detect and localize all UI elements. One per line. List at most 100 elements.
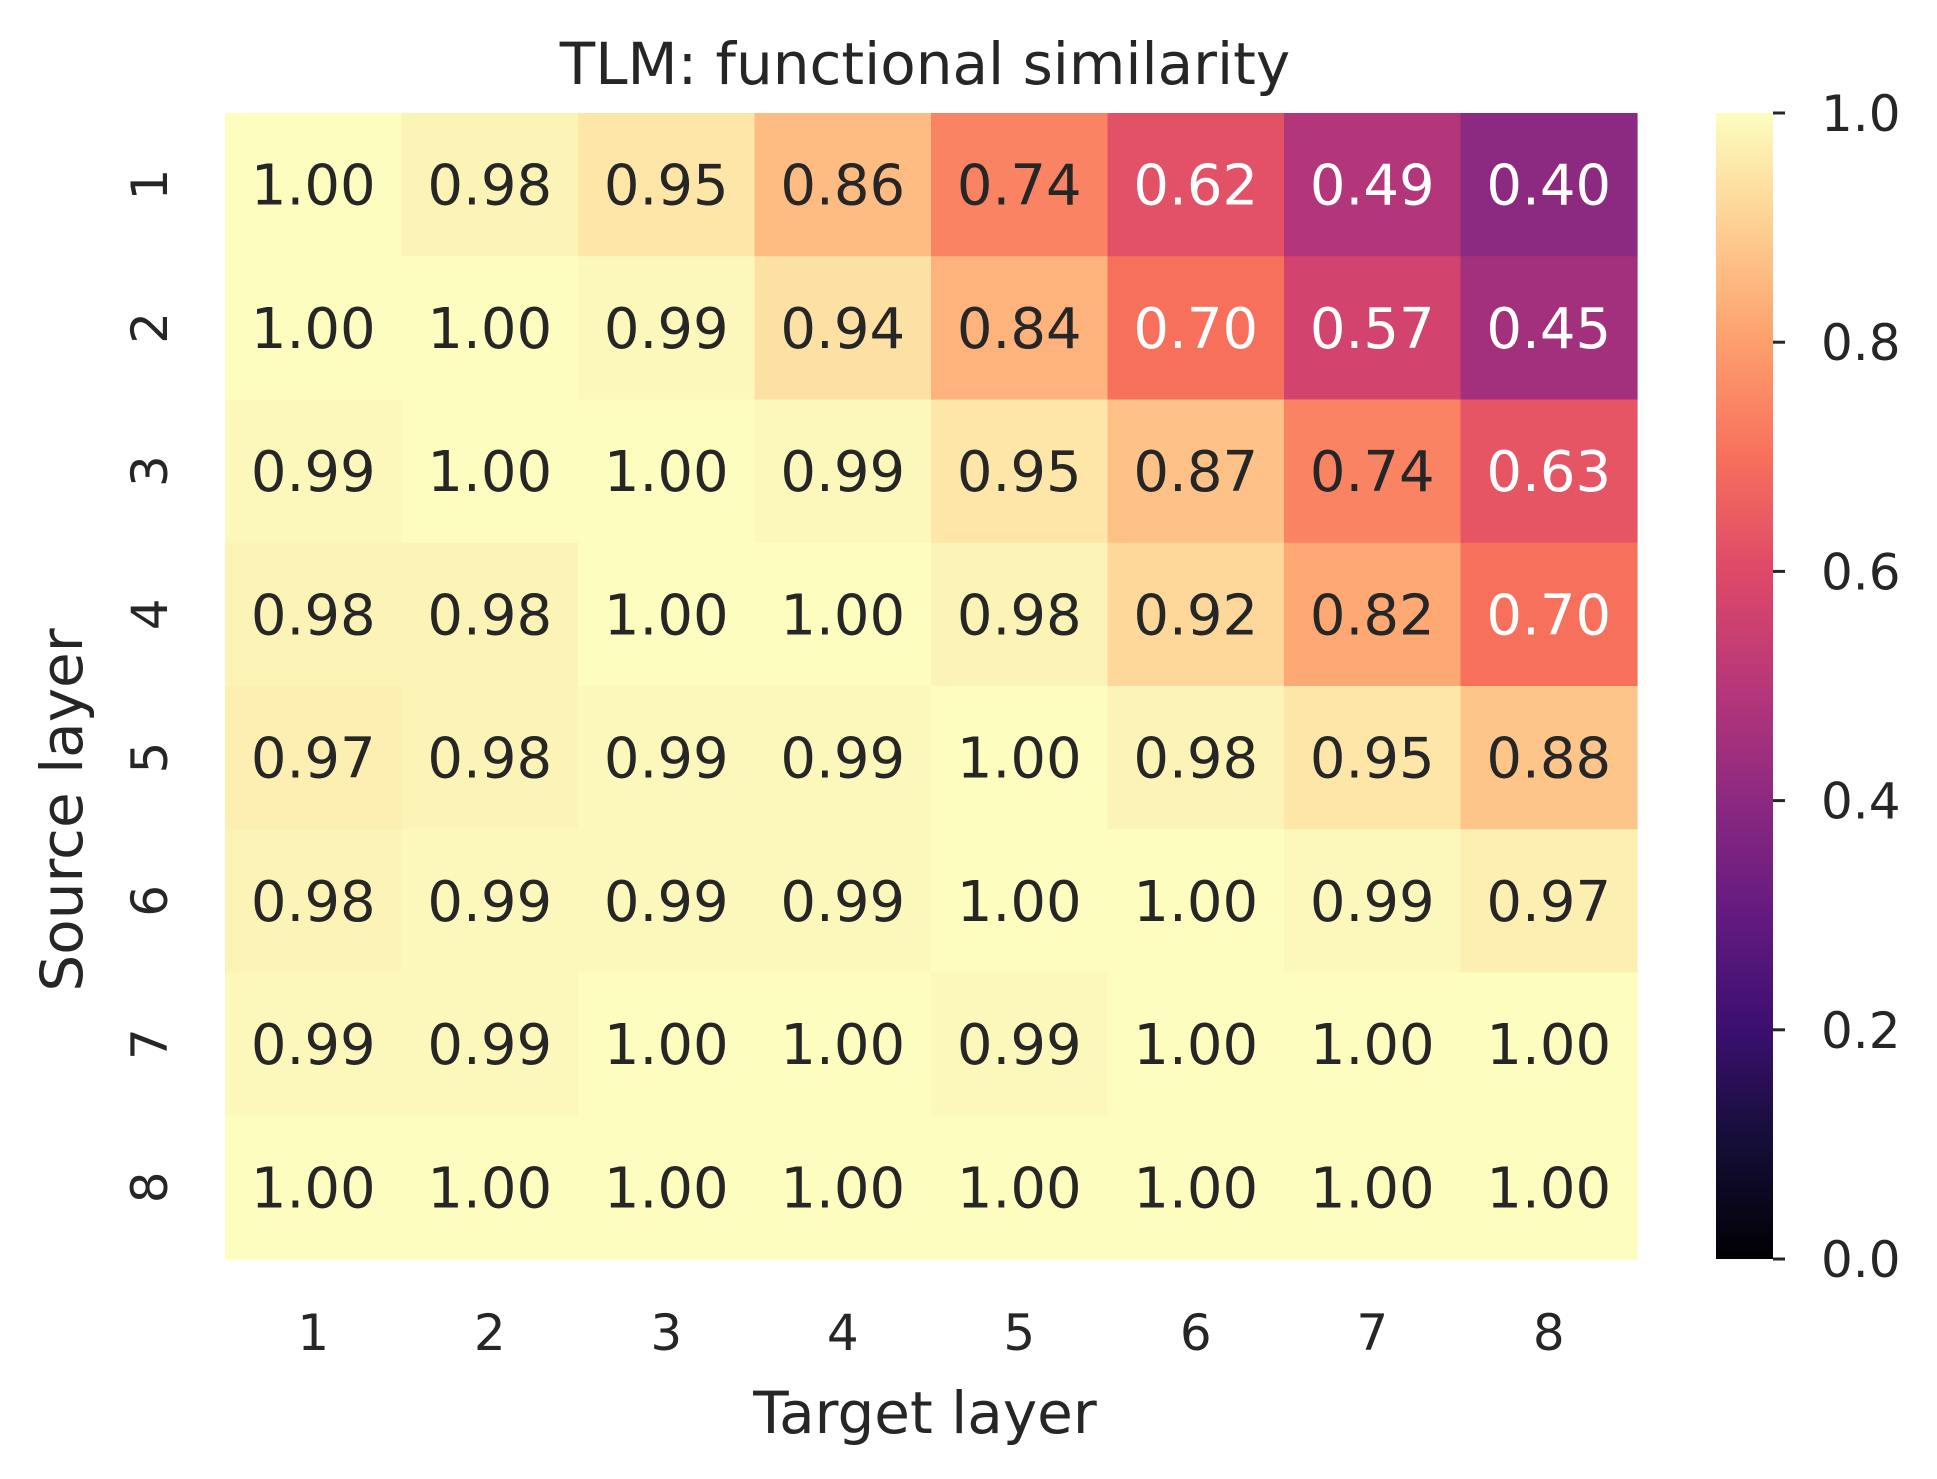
- cell-value-label: 0.86: [780, 154, 905, 219]
- cell-value-label: 1.00: [604, 1013, 729, 1078]
- heatmap-cell: [1107, 542, 1285, 687]
- colorbar-tick-label: 0.6: [1821, 543, 1901, 601]
- heatmap-cell: [1460, 113, 1638, 257]
- heatmap-cell: [754, 972, 932, 1117]
- heatmap-cell: [225, 829, 403, 974]
- colorbar-tick-label: 0.8: [1821, 314, 1901, 372]
- heatmap-cell: [225, 686, 403, 830]
- x-tick-label: 8: [1533, 1304, 1565, 1362]
- cell-value-label: 1.00: [427, 297, 552, 362]
- heatmap-cell: [225, 542, 403, 687]
- heatmap-cell: [578, 542, 756, 687]
- cell-value-label: 0.99: [427, 1013, 552, 1078]
- cell-value-label: 1.00: [1486, 1156, 1611, 1221]
- cell-value-label: 0.82: [1310, 583, 1435, 648]
- cell-value-label: 0.57: [1310, 297, 1435, 362]
- heatmap-cell: [1107, 686, 1285, 830]
- cell-value-label: 1.00: [251, 1156, 376, 1221]
- heatmap-cell: [401, 829, 579, 974]
- heatmap-cell: [1284, 1115, 1462, 1260]
- cell-value-label: 0.45: [1486, 297, 1611, 362]
- cell-value-label: 0.98: [427, 154, 552, 219]
- colorbar-tick-label: 0.2: [1821, 1002, 1901, 1060]
- heatmap-cell: [931, 542, 1109, 687]
- y-tick-label: 3: [121, 455, 179, 487]
- cell-value-label: 1.00: [1133, 870, 1258, 935]
- x-tick-labels: 1 2 3 4 5 6 7 8: [297, 1304, 1564, 1362]
- cell-value-label: 0.99: [427, 870, 552, 935]
- heatmap-cell: [1107, 972, 1285, 1117]
- heatmap-cell: [1460, 972, 1638, 1117]
- heatmap-cell: [225, 972, 403, 1117]
- cell-value-label: 1.00: [1133, 1013, 1258, 1078]
- heatmap-cell: [754, 256, 932, 401]
- heatmap-cell: [578, 686, 756, 830]
- heatmap-cell: [1460, 542, 1638, 687]
- cell-value-label: 0.99: [604, 727, 729, 792]
- heatmap-cell: [754, 542, 932, 687]
- heatmap-cell: [931, 829, 1109, 974]
- heatmap-cell: [754, 829, 932, 974]
- heatmap-cell: [931, 399, 1109, 544]
- heatmap-cell: [578, 256, 756, 401]
- heatmap-cell: [1284, 399, 1462, 544]
- heatmap-cell: [401, 542, 579, 687]
- cell-value-label: 0.95: [604, 154, 729, 219]
- cell-value-label: 0.95: [1310, 727, 1435, 792]
- cell-value-label: 1.00: [780, 1156, 905, 1221]
- cell-value-label: 0.99: [251, 440, 376, 505]
- heatmap-cell: [225, 399, 403, 544]
- heatmap-cell: [578, 113, 756, 257]
- colorbar: [1716, 113, 1773, 1259]
- colorbar-tick-label: 0.4: [1821, 773, 1901, 831]
- cell-value-label: 1.00: [427, 1156, 552, 1221]
- heatmap-cell: [1460, 686, 1638, 830]
- cell-value-label: 0.99: [604, 297, 729, 362]
- heatmap-cell: [931, 256, 1109, 401]
- cell-value-label: 0.63: [1486, 440, 1611, 505]
- cell-value-label: 0.94: [780, 297, 905, 362]
- cell-value-label: 0.98: [1133, 727, 1258, 792]
- cell-value-label: 0.98: [427, 727, 552, 792]
- x-axis-label: Target layer: [752, 1379, 1097, 1447]
- heatmap-cell-labels: 1.00 0.98 0.95 0.86 0.74 0.62 0.49 0.40 1.00 1.00…: [251, 154, 1611, 1222]
- heatmap-cell: [1284, 686, 1462, 830]
- cell-value-label: 0.92: [1133, 583, 1258, 648]
- x-tick-label: 6: [1180, 1304, 1212, 1362]
- cell-value-label: 0.74: [957, 154, 1082, 219]
- heatmap-cell: [225, 256, 403, 401]
- cell-value-label: 0.40: [1486, 154, 1611, 219]
- heatmap-cell: [1460, 256, 1638, 401]
- heatmap-cell: [578, 399, 756, 544]
- heatmap-cell: [578, 1115, 756, 1260]
- y-axis-label: Source layer: [28, 628, 96, 991]
- heatmap-cell: [1284, 113, 1462, 257]
- cell-value-label: 1.00: [780, 1013, 905, 1078]
- heatmap-cell: [1284, 972, 1462, 1117]
- heatmap-cell: [401, 972, 579, 1117]
- cell-value-label: 0.74: [1310, 440, 1435, 505]
- heatmap-cell: [1460, 829, 1638, 974]
- heatmap-cell: [225, 1115, 403, 1260]
- colorbar-tick-label: 0.0: [1821, 1231, 1901, 1289]
- heatmap-cell: [1284, 256, 1462, 401]
- cell-value-label: 1.00: [957, 727, 1082, 792]
- colorbar-tick-label: 1.0: [1821, 85, 1901, 143]
- cell-value-label: 0.99: [1310, 870, 1435, 935]
- heatmap-cell: [401, 113, 579, 257]
- y-tick-label: 5: [121, 742, 179, 774]
- heatmap-cell: [1107, 399, 1285, 544]
- heatmap-cell: [225, 113, 403, 257]
- heatmap-cells: [225, 113, 1638, 1260]
- y-tick-label: 4: [121, 598, 179, 630]
- x-tick-label: 4: [827, 1304, 859, 1362]
- heatmap-cell: [1460, 1115, 1638, 1260]
- y-tick-label: 1: [121, 169, 179, 201]
- heatmap-cell: [401, 686, 579, 830]
- heatmap-cell: [931, 1115, 1109, 1260]
- heatmap-cell: [401, 1115, 579, 1260]
- cell-value-label: 0.98: [957, 583, 1082, 648]
- cell-value-label: 0.98: [251, 870, 376, 935]
- heatmap-cell: [754, 399, 932, 544]
